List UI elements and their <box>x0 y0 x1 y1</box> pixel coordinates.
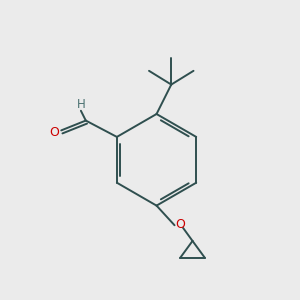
Text: O: O <box>49 125 59 139</box>
Text: O: O <box>175 218 185 231</box>
Text: H: H <box>76 98 85 111</box>
